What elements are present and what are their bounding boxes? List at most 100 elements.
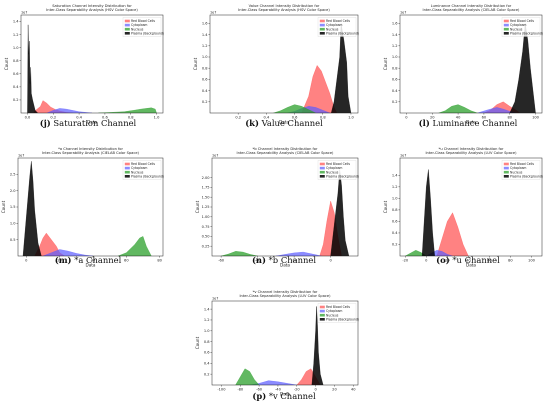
- legend-label: Nucleus: [326, 170, 339, 174]
- panel-caption-letter: (p): [252, 391, 267, 401]
- y-tick-label: 1.2: [392, 185, 398, 189]
- scale-label: 1e7: [212, 297, 218, 301]
- y-tick-label: 1.4: [204, 307, 210, 311]
- y-tick-label: 2.0: [10, 189, 16, 193]
- legend-label: Cytoplasm: [326, 309, 342, 313]
- legend-label: Plasma (Background): [510, 174, 543, 178]
- series-area-plasma-background: [27, 24, 38, 113]
- x-tick-label: 80: [507, 116, 512, 120]
- panel-caption-text: Luminance Channel: [429, 118, 518, 128]
- y-tick-label: 1.2: [13, 33, 19, 37]
- legend-swatch: [503, 166, 509, 170]
- legend-swatch: [319, 309, 325, 313]
- y-tick-label: 2.5: [10, 173, 16, 177]
- x-tick-label: -20: [294, 388, 301, 392]
- series-area-cytoplasm: [275, 251, 322, 256]
- y-tick-label: 1.5: [10, 205, 16, 209]
- y-tick-label: 1.4: [202, 33, 208, 37]
- x-tick-label: -20: [291, 259, 298, 263]
- y-tick-label: 1.4: [392, 173, 398, 177]
- y-tick-label: 0.8: [204, 340, 210, 344]
- series-area-plasma-background: [331, 23, 352, 113]
- x-tick-label: 0: [425, 259, 428, 263]
- x-tick-label: 100: [532, 116, 540, 120]
- y-tick-label: 1.4: [13, 20, 19, 24]
- y-tick-label: 1.0: [202, 55, 208, 59]
- legend-swatch: [124, 23, 130, 27]
- chart-panel-o: *u Channel Intensity Distribution forInt…: [383, 147, 543, 268]
- legend-swatch: [503, 19, 509, 23]
- x-axis-label: Data: [466, 120, 476, 125]
- chart-title-line: Inter-Class Separability Analysis (LUV C…: [426, 151, 518, 155]
- legend-label: Cytoplasm: [510, 166, 526, 170]
- legend-swatch: [319, 32, 325, 35]
- legend-swatch: [124, 166, 130, 170]
- legend-label: Red Blood Cells: [326, 162, 350, 166]
- x-tick-label: 40: [456, 116, 461, 120]
- x-tick-label: 0.2: [235, 116, 241, 120]
- y-tick-label: 1.0: [204, 329, 210, 333]
- x-tick-label: 1.0: [348, 116, 354, 120]
- x-tick-label: 0.2: [50, 116, 56, 120]
- x-tick-label: 0.8: [128, 116, 134, 120]
- legend-label: Nucleus: [510, 27, 523, 31]
- y-tick-label: 1.0: [10, 222, 16, 226]
- x-axis-label: Data: [466, 263, 476, 268]
- series-area-plasma-background: [509, 23, 536, 113]
- legend-label: Red Blood Cells: [131, 19, 155, 23]
- plot-frame: [211, 300, 359, 386]
- legend-swatch: [319, 166, 325, 170]
- panel-caption-letter: (l): [418, 118, 430, 128]
- legend-label: Plasma (Background): [510, 31, 543, 35]
- legend-label: Red Blood Cells: [326, 305, 350, 309]
- legend-swatch: [503, 175, 509, 178]
- legend-swatch: [503, 170, 509, 174]
- x-tick-label: 0: [329, 259, 332, 263]
- x-axis-label: Data: [280, 263, 290, 268]
- legend-swatch: [319, 175, 325, 178]
- x-axis-label: Data: [280, 392, 290, 397]
- panel-caption-l: (l) Luminance Channel: [408, 118, 528, 128]
- x-tick-label: 0.4: [264, 116, 270, 120]
- y-tick-label: 1.50: [202, 195, 211, 199]
- legend-label: Plasma (Background): [326, 31, 359, 35]
- legend-label: Cytoplasm: [131, 166, 147, 170]
- legend-label: Plasma (Background): [131, 174, 164, 178]
- scale-label: 1e7: [400, 154, 406, 158]
- legend-label: Nucleus: [326, 27, 339, 31]
- y-axis-label: Count: [195, 200, 200, 213]
- series-area-red-blood-cells: [301, 65, 338, 113]
- x-tick-label: 40: [466, 259, 471, 263]
- chart-title-line: Luminance Channel Intensity Distribution…: [431, 4, 512, 8]
- legend-swatch: [319, 27, 325, 31]
- chart-title-line: Inter-Class Separability Analysis (HSV C…: [238, 8, 330, 12]
- x-axis-label: Data: [279, 120, 289, 125]
- panel-caption-letter: (o): [436, 255, 450, 265]
- y-tick-label: 0.4: [392, 89, 398, 93]
- chart-title-line: Saturation Channel Intensity Distributio…: [52, 4, 132, 8]
- legend-label: Nucleus: [510, 170, 523, 174]
- y-tick-label: 0.6: [392, 220, 398, 224]
- plot-frame: [399, 14, 543, 114]
- x-tick-label: 0: [405, 116, 408, 120]
- y-tick-label: 1.75: [202, 186, 210, 190]
- legend-swatch: [124, 27, 130, 31]
- series-area-nucleus: [405, 250, 427, 256]
- x-tick-label: 80: [508, 259, 513, 263]
- y-tick-label: 0.50: [202, 235, 211, 239]
- series-area-nucleus: [438, 104, 478, 113]
- plot-frame: [20, 14, 164, 114]
- panel-caption-text: *u Channel: [449, 255, 500, 265]
- series-area-plasma-background: [330, 169, 350, 256]
- plot-frame: [399, 157, 543, 257]
- series-area-red-blood-cells: [436, 212, 469, 256]
- y-tick-label: 0.2: [13, 98, 19, 102]
- series-area-nucleus: [117, 236, 152, 256]
- x-tick-label: 0: [314, 388, 317, 392]
- x-tick-label: -100: [217, 388, 226, 392]
